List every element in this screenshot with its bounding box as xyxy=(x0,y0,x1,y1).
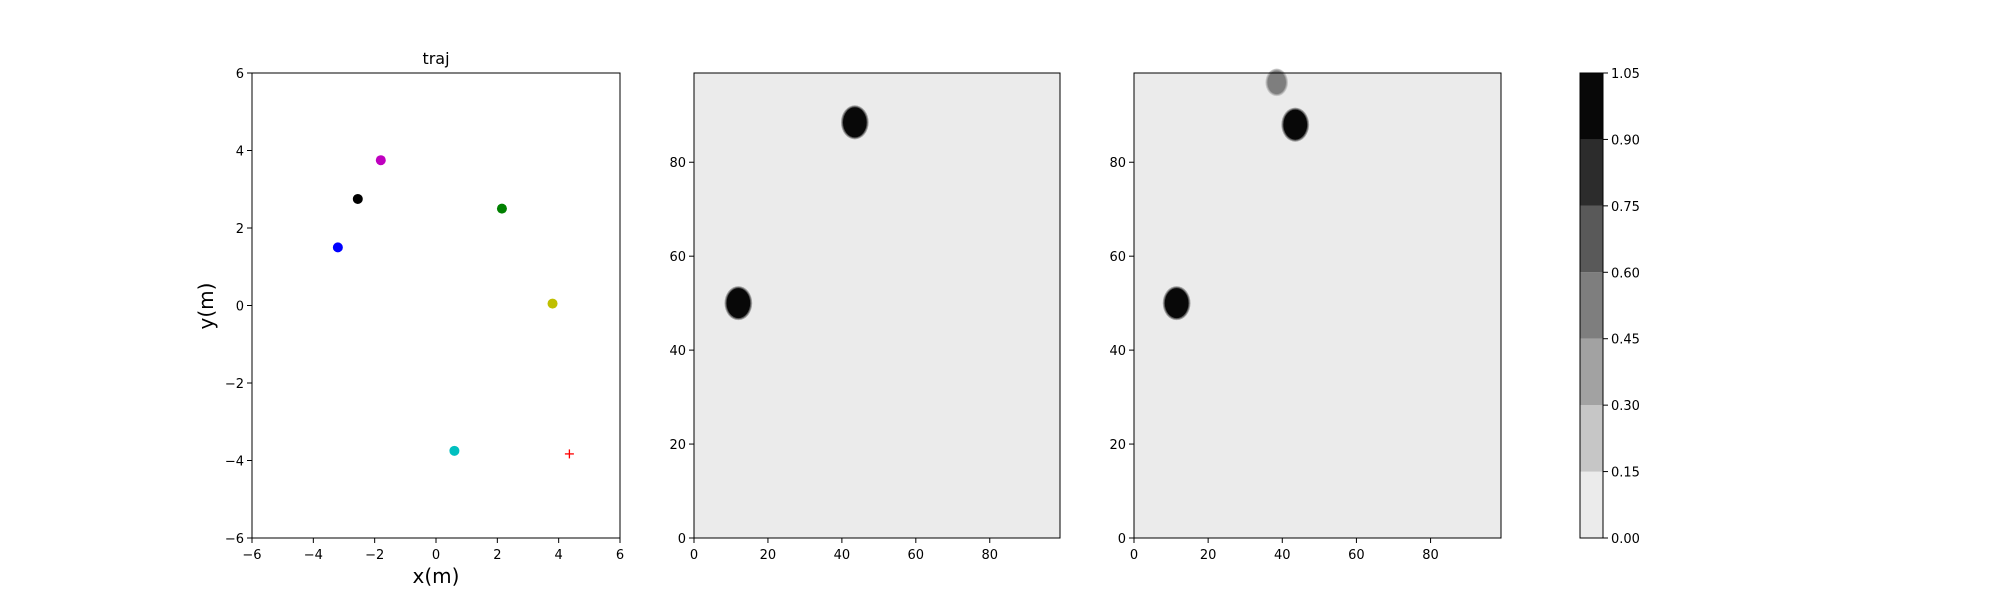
blob-core xyxy=(1283,109,1308,140)
x-tick-label: 2 xyxy=(493,548,501,563)
colorbar-band xyxy=(1580,73,1603,140)
y-tick-label: 0 xyxy=(236,300,244,315)
y-tick-label: 2 xyxy=(236,222,244,237)
y-tick-label: 60 xyxy=(1109,250,1126,265)
colorbar-tick-label: 0.15 xyxy=(1611,466,1640,481)
x-tick-label: −4 xyxy=(304,548,323,563)
blob-core xyxy=(726,288,751,319)
x-tick-label: 60 xyxy=(908,548,925,563)
blob-core xyxy=(842,107,867,138)
colorbar-frame xyxy=(1579,72,1604,539)
x-tick-label: 40 xyxy=(834,548,851,563)
scatter-point xyxy=(375,155,386,166)
colorbar-tick-label: 0.30 xyxy=(1611,399,1640,414)
scatter-point xyxy=(547,298,558,309)
y-tick-label: −6 xyxy=(225,532,244,547)
y-ticks: 0 20 40 60 80 xyxy=(1109,156,1134,547)
colorbar-tick-label: 0.75 xyxy=(1611,200,1640,215)
colorbar-band xyxy=(1580,139,1603,206)
heatmap-background xyxy=(1134,73,1501,538)
heatmap-image xyxy=(1134,68,1501,538)
scatter-point xyxy=(352,193,363,204)
blob-core xyxy=(1164,288,1189,319)
scatter-point xyxy=(449,445,460,456)
y-ticks: −6 −4 −2 0 2 4 6 xyxy=(225,67,252,547)
scatter-point xyxy=(332,242,343,253)
y-tick-label: 6 xyxy=(236,67,244,82)
colorbar-tick-label: 0.00 xyxy=(1611,532,1640,547)
heatmap-background xyxy=(694,73,1060,538)
x-tick-label: 0 xyxy=(432,548,440,563)
colorbar-band xyxy=(1580,405,1603,472)
colorbar-band xyxy=(1580,338,1603,406)
heatmap-blob xyxy=(840,105,869,140)
y-tick-label: 80 xyxy=(669,156,686,171)
x-axis-label: x(m) xyxy=(413,564,460,588)
colorbar-tick-label: 0.90 xyxy=(1611,133,1640,148)
y-tick-label: 20 xyxy=(669,438,686,453)
x-tick-label: 4 xyxy=(555,548,563,563)
blob-core xyxy=(1267,70,1286,95)
x-tick-label: 80 xyxy=(1422,548,1439,563)
x-tick-label: 0 xyxy=(690,548,698,563)
heatmap-blob xyxy=(1162,286,1191,321)
colorbar: 0.00 0.15 0.30 0.45 0.60 0.75 0.90 1.05 xyxy=(1579,67,1640,547)
y-ticks: 0 20 40 60 80 xyxy=(669,156,694,547)
colorbar-tick-label: 0.60 xyxy=(1611,266,1640,281)
x-tick-label: 20 xyxy=(760,548,777,563)
heatmap-blob xyxy=(1265,68,1288,97)
y-tick-label: 4 xyxy=(236,145,244,160)
x-tick-label: 20 xyxy=(1200,548,1217,563)
chart-title: traj xyxy=(422,49,449,68)
scatter-points xyxy=(332,155,574,459)
heatmap-panel-1: 0 20 40 60 80 0 20 40 60 80 xyxy=(669,72,1061,563)
plot-area xyxy=(252,73,620,538)
y-tick-label: 20 xyxy=(1109,438,1126,453)
heatmap-image xyxy=(694,73,1060,538)
colorbar-bands xyxy=(1580,73,1603,538)
x-tick-label: −2 xyxy=(365,548,384,563)
y-axis-label: y(m) xyxy=(194,283,218,330)
heatmap-panel-2: 0 20 40 60 80 0 20 40 60 80 xyxy=(1109,68,1502,563)
y-tick-label: 40 xyxy=(1109,344,1126,359)
x-tick-label: 6 xyxy=(616,548,624,563)
y-tick-label: −2 xyxy=(225,377,244,392)
colorbar-tick-label: 0.45 xyxy=(1611,333,1640,348)
y-tick-label: 60 xyxy=(669,250,686,265)
colorbar-band xyxy=(1580,471,1603,538)
x-tick-label: −6 xyxy=(242,548,261,563)
colorbar-ticks: 0.00 0.15 0.30 0.45 0.60 0.75 0.90 1.05 xyxy=(1603,67,1640,547)
scatter-point xyxy=(496,203,507,214)
plot-frame xyxy=(251,72,621,539)
colorbar-band xyxy=(1580,272,1603,339)
x-tick-label: 60 xyxy=(1348,548,1365,563)
colorbar-tick-label: 1.05 xyxy=(1611,67,1640,82)
x-tick-label: 40 xyxy=(1274,548,1291,563)
x-tick-label: 0 xyxy=(1130,548,1138,563)
y-tick-label: −4 xyxy=(225,455,244,470)
y-tick-label: 0 xyxy=(1118,532,1126,547)
colorbar-band xyxy=(1580,205,1603,273)
heatmap-blob xyxy=(724,286,753,321)
plus-marker xyxy=(564,449,574,459)
trajectory-panel: traj −6 −4 −2 0 2 4 6 −6 −4 −2 0 2 4 6 x(m) y(m) xyxy=(194,49,624,588)
plot-frame xyxy=(1133,72,1502,539)
x-tick-label: 80 xyxy=(981,548,998,563)
y-tick-label: 0 xyxy=(678,532,686,547)
x-ticks: 0 20 40 60 80 xyxy=(690,538,998,563)
x-ticks: 0 20 40 60 80 xyxy=(1130,538,1439,563)
y-tick-label: 40 xyxy=(669,344,686,359)
y-tick-label: 80 xyxy=(1109,156,1126,171)
plot-frame xyxy=(693,72,1061,539)
heatmap-blob xyxy=(1281,107,1310,142)
x-ticks: −6 −4 −2 0 2 4 6 xyxy=(242,538,624,563)
